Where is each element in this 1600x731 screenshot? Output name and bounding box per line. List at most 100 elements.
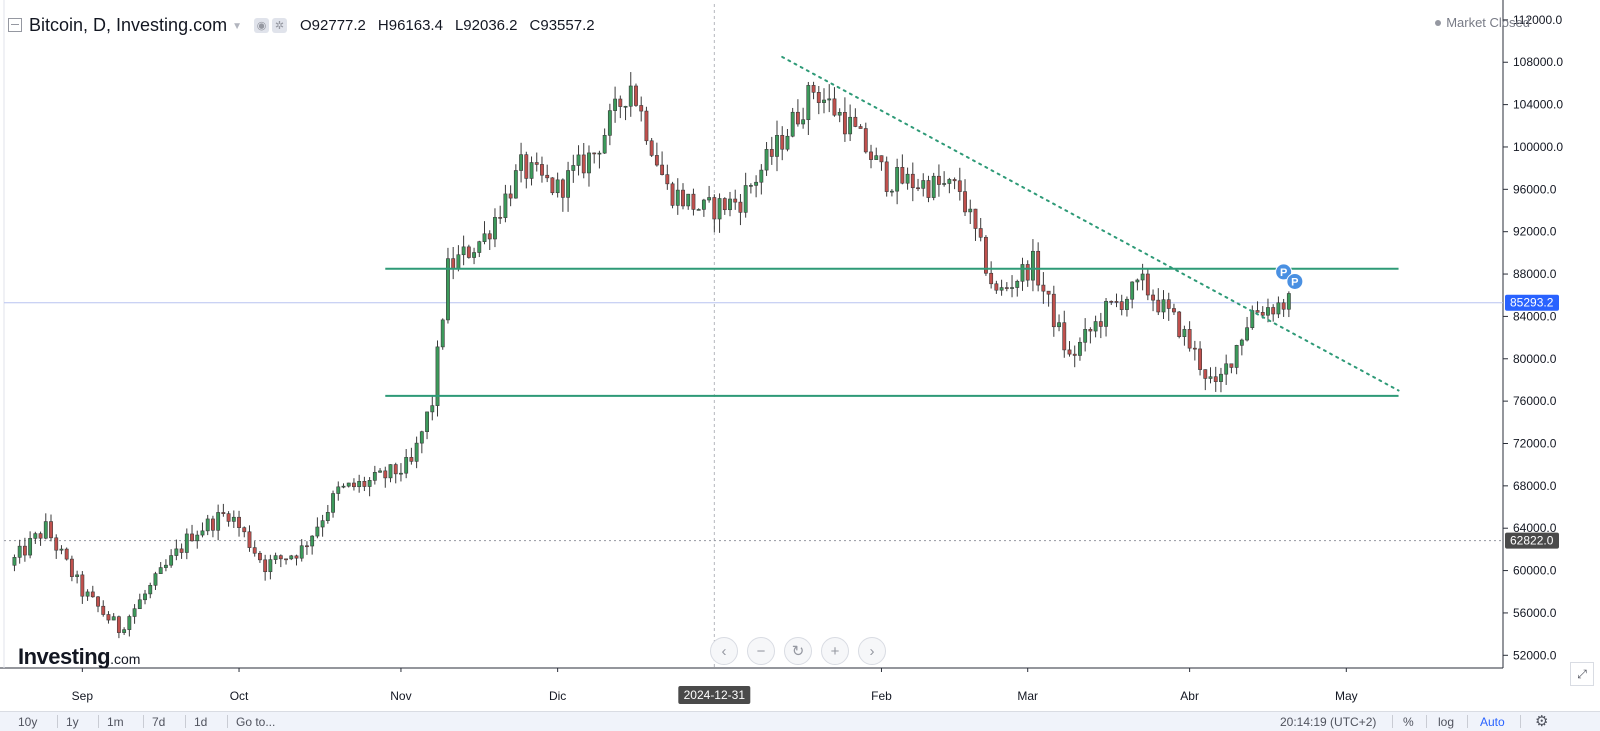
candle-down: [393, 464, 398, 475]
candle-down: [978, 228, 983, 238]
candle-down: [1260, 312, 1265, 316]
candle-down: [560, 179, 565, 198]
candle-down: [712, 197, 717, 220]
candle-down: [1067, 349, 1072, 355]
candle-up: [378, 470, 382, 473]
draw-tool-icon[interactable]: ⤢: [1570, 662, 1594, 686]
candle-up: [310, 535, 315, 547]
candle-up: [1093, 321, 1098, 332]
symbol-title[interactable]: Bitcoin, D, Investing.com: [29, 14, 228, 35]
y-tick-label: 112000.0: [1513, 13, 1562, 27]
candle-up: [169, 555, 174, 566]
candle-down: [1046, 290, 1051, 295]
candle-up: [1130, 281, 1135, 300]
candle-up: [607, 110, 612, 136]
gear-icon[interactable]: ⚙: [1535, 713, 1549, 730]
candle-up: [122, 629, 127, 633]
candle-up: [336, 486, 341, 494]
candle-down: [795, 111, 800, 125]
candle-down: [1187, 329, 1192, 349]
candle-up: [430, 405, 435, 413]
candle-up: [59, 548, 64, 551]
gear-icon[interactable]: ✲: [272, 17, 287, 33]
timeframe-1y[interactable]: 1y: [66, 715, 79, 729]
candle-up: [320, 520, 325, 528]
chevron-down-icon[interactable]: ▼: [232, 21, 242, 32]
candle-down: [1114, 301, 1119, 303]
candle-up: [1224, 363, 1229, 375]
auto-toggle[interactable]: Auto: [1480, 715, 1505, 729]
x-tick-label: Abr: [1180, 689, 1199, 703]
candle-up: [346, 482, 351, 487]
candle-down: [190, 533, 194, 542]
candle-up: [273, 555, 278, 560]
candle-up: [519, 154, 523, 171]
reference-price-label: 62822.0: [1510, 534, 1554, 548]
candle-up: [153, 573, 158, 586]
zoom-out-button[interactable]: −: [747, 637, 775, 665]
percent-toggle[interactable]: %: [1403, 715, 1414, 729]
candle-up: [785, 135, 790, 150]
candle-down: [957, 180, 962, 192]
candle-down: [409, 457, 414, 462]
current-price-label: 85293.2: [1510, 296, 1554, 310]
event-marker[interactable]: [1286, 272, 1304, 290]
y-tick-label: 60000.0: [1513, 564, 1557, 578]
trend-line[interactable]: [781, 55, 1400, 392]
candle-up: [775, 135, 779, 157]
candle-up: [289, 555, 294, 560]
candle-down: [592, 152, 597, 155]
ohlc-o: O92777.2: [300, 16, 366, 34]
timeframe-10y[interactable]: 10y: [18, 715, 38, 729]
candle-down: [80, 574, 85, 597]
candle-up: [931, 175, 936, 198]
scroll-left-button[interactable]: ‹: [710, 637, 738, 665]
timeframe-1m[interactable]: 1m: [107, 715, 124, 729]
candle-up: [571, 165, 576, 171]
candle-down: [1072, 353, 1077, 356]
event-marker[interactable]: [1275, 263, 1293, 281]
candle-up: [493, 217, 497, 240]
zoom-in-button[interactable]: +: [821, 637, 849, 665]
candle-down: [1025, 264, 1030, 281]
candle-down: [738, 201, 743, 213]
candle-down: [508, 193, 513, 199]
candle-up: [874, 155, 879, 160]
candle-up: [1245, 327, 1249, 341]
collapse-icon[interactable]: [8, 18, 22, 32]
separator: [98, 715, 99, 728]
candle-down: [1203, 369, 1208, 379]
candle-down: [900, 167, 905, 184]
timeframe-goto[interactable]: Go to...: [236, 715, 276, 729]
candle-up: [513, 170, 518, 199]
timeframe-7d[interactable]: 7d: [152, 715, 166, 729]
log-toggle[interactable]: log: [1438, 715, 1455, 729]
candle-up: [628, 85, 633, 107]
candle-down: [1145, 273, 1150, 296]
candle-up: [158, 567, 163, 574]
eye-icon[interactable]: ◉: [254, 17, 269, 33]
candle-down: [769, 149, 774, 157]
candle-up: [17, 545, 22, 558]
y-tick-label: 64000.0: [1513, 521, 1557, 535]
candle-up: [759, 169, 764, 183]
candle-down: [64, 548, 69, 560]
candle-down: [101, 605, 106, 615]
chart-navigation: ‹ − ↻ + ›: [710, 637, 886, 665]
candle-up: [1140, 273, 1145, 281]
candle-up: [1208, 376, 1213, 379]
candle-down: [811, 85, 816, 93]
candle-up: [435, 346, 440, 406]
candle-down: [54, 537, 59, 551]
reset-button[interactable]: ↻: [784, 637, 812, 665]
scroll-right-button[interactable]: ›: [858, 637, 886, 665]
candle-up: [566, 170, 571, 198]
candle-down: [722, 198, 727, 211]
x-tick-label: Oct: [229, 689, 249, 703]
timeframe-1d[interactable]: 1d: [194, 715, 208, 729]
candle-up: [801, 119, 806, 125]
candle-down: [842, 112, 847, 135]
candle-up: [205, 518, 210, 532]
candle-down: [524, 154, 529, 179]
